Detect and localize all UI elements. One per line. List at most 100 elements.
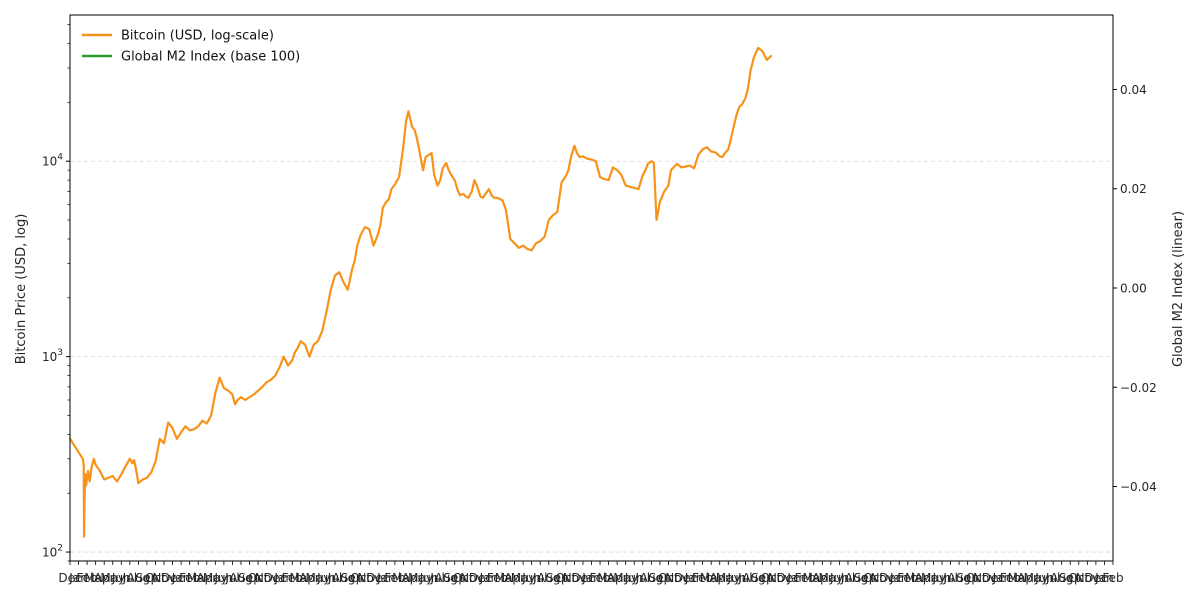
- x-tick-label-56: Aug: [537, 571, 560, 585]
- x-tick-label-57: Sep: [546, 571, 569, 585]
- x-tick-label-90: Jun: [829, 571, 849, 585]
- x-tick-label-5: May: [100, 571, 125, 585]
- x-tick-label-119: Nov: [1076, 571, 1099, 585]
- x-tick-label-8: Aug: [127, 571, 150, 585]
- x-tick-label-83: Nov: [768, 571, 791, 585]
- x-tick-label-62: Feb: [589, 571, 610, 585]
- x-tick-label-117: Sep: [1059, 571, 1082, 585]
- x-tick-label-112: Apr: [1017, 571, 1038, 585]
- x-tick-label-87: Mar: [802, 571, 825, 585]
- x-tick-label-102: Jun: [932, 571, 952, 585]
- x-tick-label-100: Apr: [915, 571, 936, 585]
- x-tick-label-58: Oct: [555, 571, 576, 585]
- x-tick-label-94: Oct: [863, 571, 884, 585]
- x-tick-label-77: May: [716, 571, 741, 585]
- x-tick-label-44: Aug: [434, 571, 457, 585]
- x-axis: DecJanFebMarAprMayJunJulAugSepOctNovDecJ…: [58, 561, 1124, 585]
- x-tick-label-91: Jul: [840, 571, 855, 585]
- x-tick-label-36: Dec: [366, 571, 389, 585]
- x-tick-label-19: Jul: [224, 571, 239, 585]
- x-tick-label-30: Jun: [316, 571, 336, 585]
- x-tick-label-99: Mar: [905, 571, 928, 585]
- x-tick-label-109: Jan: [992, 571, 1012, 585]
- x-tick-label-7: Jul: [122, 571, 137, 585]
- left-y-axis: 102 103 104: [42, 24, 70, 562]
- x-tick-label-61: Jan: [581, 571, 601, 585]
- x-tick-label-74: Feb: [692, 571, 713, 585]
- x-tick-label-51: Mar: [495, 571, 518, 585]
- x-tick-label-81: Sep: [751, 571, 774, 585]
- x-tick-label-28: Apr: [299, 571, 320, 585]
- right-tick-label-0: 0.04: [1120, 83, 1147, 97]
- legend-label-bitcoin: Bitcoin (USD, log-scale): [121, 29, 274, 44]
- x-tick-label-85: Jan: [786, 571, 806, 585]
- left-tick-label-1: 103: [42, 348, 63, 364]
- x-tick-label-48: Dec: [469, 571, 492, 585]
- left-tick-label-2: 104: [42, 153, 63, 169]
- right-tick-label-3: −0.02: [1120, 381, 1157, 395]
- x-tick-label-21: Sep: [238, 571, 261, 585]
- x-tick-label-111: Mar: [1008, 571, 1031, 585]
- x-tick-label-18: Jun: [214, 571, 234, 585]
- left-tick-label-0: 102: [42, 544, 63, 560]
- x-tick-label-110: Feb: [1000, 571, 1021, 585]
- x-tick-label-6: Jun: [111, 571, 131, 585]
- left-axis-title: Bitcoin Price (USD, log): [14, 214, 29, 365]
- x-tick-label-35: Nov: [358, 571, 381, 585]
- x-tick-label-3: Mar: [84, 571, 107, 585]
- x-tick-label-79: Jul: [737, 571, 752, 585]
- x-tick-label-29: May: [306, 571, 331, 585]
- x-tick-label-25: Jan: [273, 571, 293, 585]
- x-tick-label-89: May: [818, 571, 843, 585]
- x-tick-label-0: Dec: [58, 571, 81, 585]
- x-tick-label-52: Apr: [504, 571, 525, 585]
- x-tick-label-69: Sep: [649, 571, 672, 585]
- x-tick-label-118: Oct: [1068, 571, 1089, 585]
- legend: Bitcoin (USD, log-scale) Global M2 Index…: [82, 29, 300, 65]
- right-tick-label-1: 0.02: [1120, 182, 1147, 196]
- x-tick-label-10: Oct: [145, 571, 166, 585]
- x-tick-label-76: Apr: [709, 571, 730, 585]
- x-tick-label-103: Jul: [942, 571, 957, 585]
- x-tick-label-20: Aug: [229, 571, 252, 585]
- x-tick-label-38: Feb: [384, 571, 405, 585]
- x-tick-label-67: Jul: [635, 571, 650, 585]
- legend-label-m2: Global M2 Index (base 100): [121, 50, 300, 65]
- x-tick-label-43: Jul: [429, 571, 444, 585]
- x-tick-label-115: Jul: [1045, 571, 1060, 585]
- x-tick-label-88: Apr: [812, 571, 833, 585]
- x-tick-label-27: Mar: [290, 571, 313, 585]
- x-tick-label-49: Jan: [479, 571, 499, 585]
- x-tick-label-78: Jun: [726, 571, 746, 585]
- x-tick-label-9: Sep: [136, 571, 159, 585]
- plot-frame: [69, 14, 1114, 562]
- x-tick-label-114: Jun: [1034, 571, 1054, 585]
- x-tick-label-32: Aug: [332, 571, 355, 585]
- x-tick-label-75: Mar: [700, 571, 723, 585]
- x-tick-label-15: Mar: [187, 571, 210, 585]
- x-tick-label-86: Feb: [795, 571, 816, 585]
- x-tick-label-42: Jun: [419, 571, 439, 585]
- x-tick-label-107: Nov: [973, 571, 996, 585]
- x-tick-label-13: Jan: [171, 571, 191, 585]
- x-tick-label-97: Jan: [889, 571, 909, 585]
- x-tick-label-14: Feb: [179, 571, 200, 585]
- x-tick-label-84: Dec: [777, 571, 800, 585]
- x-tick-label-55: Jul: [532, 571, 547, 585]
- x-tick-label-46: Oct: [453, 571, 474, 585]
- x-tick-label-104: Aug: [947, 571, 970, 585]
- x-tick-label-33: Sep: [341, 571, 364, 585]
- x-tick-label-47: Nov: [460, 571, 483, 585]
- x-tick-label-80: Aug: [742, 571, 765, 585]
- x-tick-label-72: Dec: [674, 571, 697, 585]
- x-tick-label-66: Jun: [624, 571, 644, 585]
- x-tick-label-95: Nov: [870, 571, 893, 585]
- x-tick-label-63: Mar: [597, 571, 620, 585]
- x-tick-label-16: Apr: [196, 571, 217, 585]
- x-tick-label-60: Dec: [571, 571, 594, 585]
- x-tick-label-23: Nov: [255, 571, 278, 585]
- x-tick-label-92: Aug: [845, 571, 868, 585]
- x-tick-label-105: Sep: [956, 571, 979, 585]
- x-tick-label-108: Dec: [982, 571, 1005, 585]
- x-tick-label-101: May: [921, 571, 946, 585]
